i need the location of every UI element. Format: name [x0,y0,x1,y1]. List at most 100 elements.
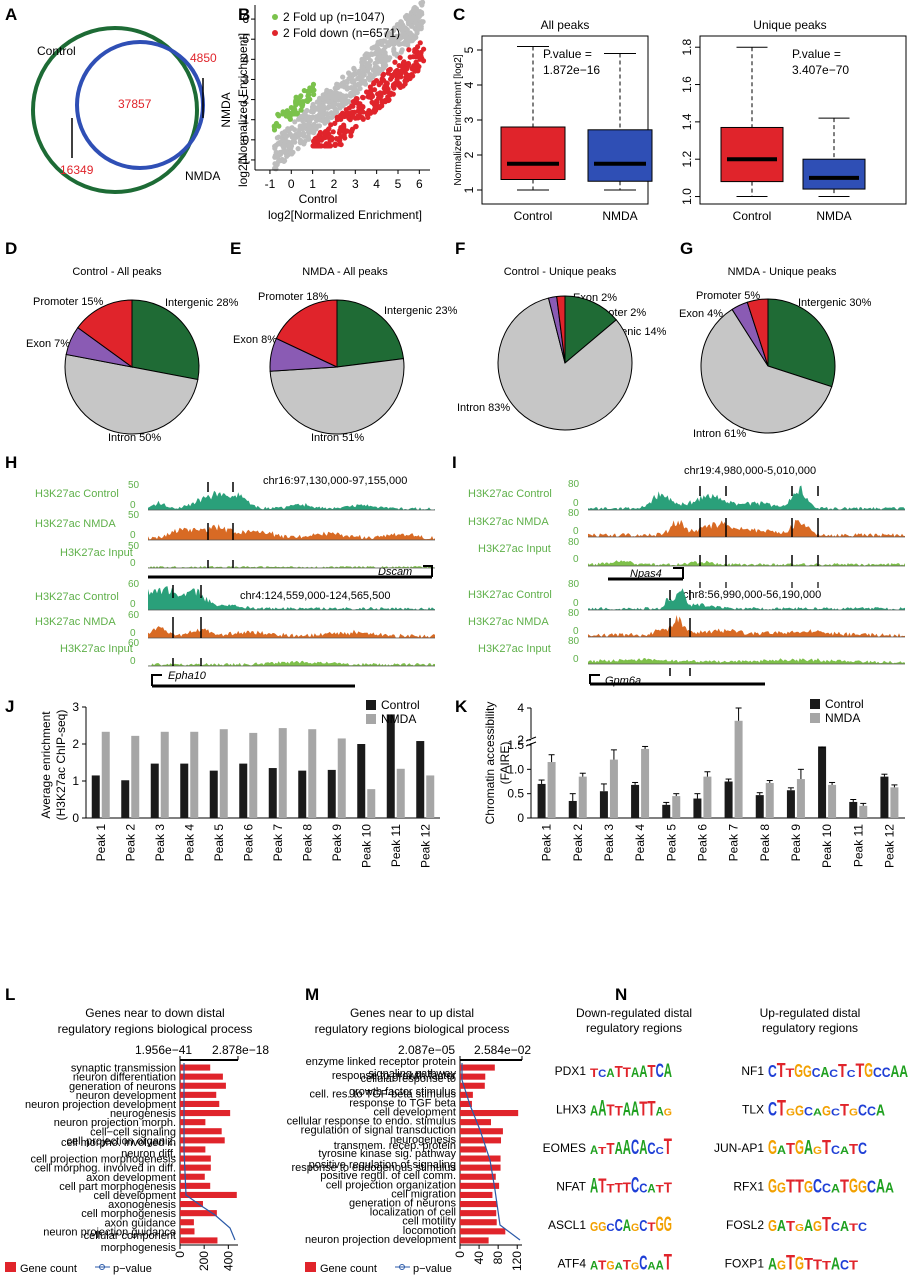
hbar-bar [460,1228,506,1235]
hbar-category-label: neuron projection morph. [54,1117,176,1129]
hbar-bar [460,1119,491,1126]
scatter-point-unchanged [405,13,411,19]
hbar-category-label: axon guidance [104,1217,176,1229]
motif-logo-nf1-letter: A [820,1065,829,1081]
hbar-bar [180,1137,225,1144]
hbar-bar [460,1237,489,1244]
hbar-l-ptick-1: 1.956e−41 [135,1043,192,1057]
scatter-point-unchanged [272,143,278,149]
scatter-point-unchanged [372,51,378,57]
hbar-bar [460,1155,501,1162]
scatter-point-unchanged [367,71,373,78]
scatter-point-up [275,111,281,117]
motif-logo-jun-ap1-letter: A [804,1137,813,1159]
scatter-point-unchanged [344,84,350,90]
hbar-category-label: locomotion [403,1225,456,1237]
scale-i1-top-3: 80 [568,537,580,548]
pie-g-intergenic: Intergenic 30% [798,297,872,309]
hbar-category-label: response to endogenous stimulus [292,1162,457,1174]
scale-h1-top-3: 50 [128,541,140,552]
panel-label-m: M [305,985,319,1004]
motif-logo-ascl1-letter: C [615,1215,623,1235]
motif-logo-nf1-letter: T [785,1067,795,1080]
motif-logo-pdx1-letter: T [590,1066,599,1080]
hbar-bar [180,1146,206,1153]
scale-h1-zero-2: 0 [130,530,136,541]
hbar-category-label: cell−cell signaling [90,1126,176,1138]
scatter-point-unchanged [277,149,283,156]
hbar-category-label: generation of neurons [69,1081,177,1093]
motif-logo-jun-ap1-letter: G [795,1136,804,1159]
motif-logo-rfx1-letter: A [876,1176,885,1198]
hbar-x-tick-label: 400 [221,1251,235,1271]
motif-logo-fosl2-letter: T [786,1219,795,1235]
motif-logo-rfx1-letter: A [885,1181,895,1197]
bar-k-x-tick-label: Peak 7 [727,824,741,862]
scatter-point-unchanged [399,47,405,53]
hbar-category-label: cell part morphogenesis [59,1181,176,1193]
hbar-category-label: neuron development [76,1090,176,1102]
box-y-tick-label: 5 [462,46,476,53]
pie-slice-intergenic [336,299,405,368]
venn-nmda-only-value: 4850 [190,51,217,65]
motif-logo-fosl2-letter: A [804,1216,813,1235]
boxplot-frame-unique [699,35,907,205]
bar-k-y-tick-label: 1.5 [507,738,524,752]
motif-logo-jun-ap1-letter: G [813,1145,822,1157]
scatter-point-down [381,71,387,77]
hbar-category-label: synaptic transmission [71,1063,176,1075]
pie-g-promoter: Promoter 5% [696,290,760,302]
scatter-point-up [271,123,277,129]
pie-slice-promoter [77,299,133,368]
scatter-point-down [380,77,387,83]
bar-j-x-tick-label: Peak 12 [418,824,432,868]
hbar-m-legend-pvalue: p−value [413,1263,452,1275]
scatter-point-unchanged [352,82,358,88]
scatter-point-down [334,117,340,123]
scatter-point-unchanged [419,1,425,7]
scatter-point-unchanged [404,42,410,48]
bar-k-nmda [859,805,868,818]
bar-j-nmda [160,731,169,818]
motif-logo-pdx1-letter: A [664,1060,672,1082]
tss-arrow-epha10 [151,674,162,686]
motif-tf-label: FOXP1 [725,1257,765,1271]
scatter-point-unchanged [365,54,371,61]
bar-j-nmda [337,738,346,818]
scatter-point-up [276,123,282,129]
bar-j-control [416,741,425,818]
motif-logo-pdx1-letter: C [598,1068,606,1080]
bar-k-control [724,781,733,818]
bar-k-x-tick-label: Peak 6 [695,824,709,862]
motif-logo-eomes-letter: T [598,1146,607,1157]
hbar-bar [460,1110,519,1117]
scatter-point-up [299,103,305,109]
motif-logo-rfx1-letter: T [795,1177,804,1198]
scatter-point-down [374,100,380,106]
motif-logo-foxp1-letter: A [768,1255,777,1274]
scatter-point-unchanged [311,121,317,128]
hbar-bar [460,1073,486,1080]
box-y-tick-label: 4 [462,81,476,88]
scatter-point-down [333,135,340,142]
motif-logo-eomes-letter: A [623,1136,631,1159]
motif-logo-jun-ap1-letter: G [768,1137,777,1159]
motif-logo-pdx1-letter: C [656,1060,664,1082]
hbar-pvalue-line [461,1063,521,1241]
bar-j-ylabel-2: (H3K27ac ChIP-seq) [54,710,68,821]
scatter-y-tick-label: 2 [242,93,249,107]
motif-logo-jun-ap1-letter: T [822,1137,831,1159]
track-i1-control-signal [588,485,905,510]
bar-j-x-tick-label: Peak 5 [212,824,226,862]
bar-k-control [662,804,671,818]
scatter-point-unchanged [375,39,381,45]
box-y-tick-label: 1.0 [680,188,694,205]
scatter-x-tick-label: 5 [395,177,402,191]
motif-logo-nfat-letter: C [639,1182,647,1196]
scatter-point-down [407,75,413,82]
hbar-category-label: neuron projection development [25,1099,176,1111]
scatter-point-unchanged [305,133,311,139]
scale-h1-zero-3: 0 [130,558,136,569]
motif-logo-tlx-letter: G [795,1103,804,1120]
scatter-ylabel-1: NMDA [219,92,233,127]
